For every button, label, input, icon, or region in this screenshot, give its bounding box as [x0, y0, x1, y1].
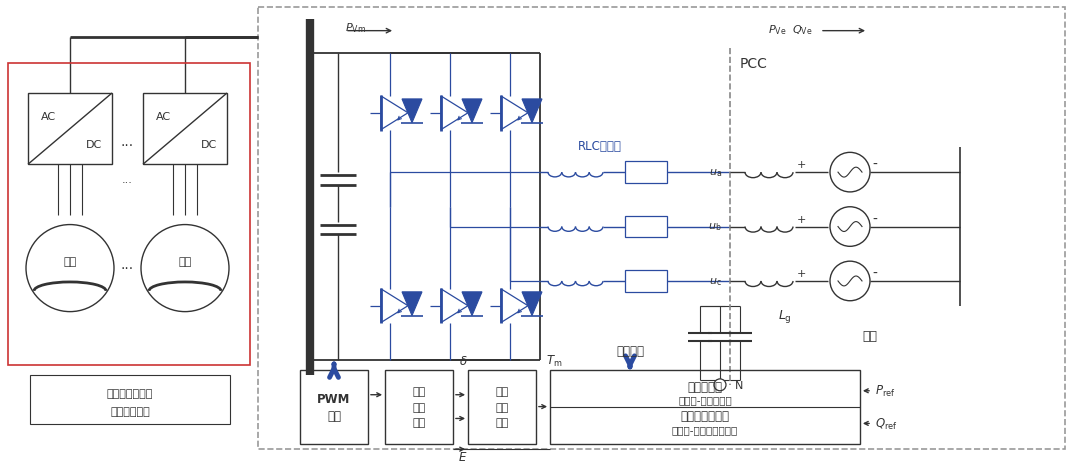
Text: $P_{\mathrm{ref}}$: $P_{\mathrm{ref}}$ [875, 383, 895, 399]
Text: +: + [796, 269, 806, 278]
Bar [384, 370, 453, 444]
Polygon shape [402, 100, 422, 124]
Text: RLC滤波器: RLC滤波器 [578, 140, 622, 153]
Bar [143, 94, 227, 165]
Text: 运动: 运动 [496, 402, 509, 412]
Text: 飞轮储能阵列及: 飞轮储能阵列及 [107, 388, 153, 398]
Text: 方程: 方程 [496, 418, 509, 427]
Text: PWM: PWM [318, 392, 351, 405]
Text: （无功-电压下垂控制）: （无功-电压下垂控制） [672, 425, 738, 434]
Text: DC: DC [201, 140, 217, 150]
Text: 转子: 转子 [496, 386, 509, 396]
Text: 电网: 电网 [863, 329, 877, 342]
Circle shape [714, 379, 726, 391]
Text: 虚拟励磁调节器: 虚拟励磁调节器 [680, 410, 729, 423]
Circle shape [831, 153, 870, 193]
Circle shape [831, 262, 870, 301]
Text: $E$: $E$ [458, 450, 468, 463]
Text: $u_{\mathrm{c}}$: $u_{\mathrm{c}}$ [710, 275, 723, 287]
Bar [625, 216, 667, 238]
Text: 飞轮: 飞轮 [64, 257, 77, 267]
Bar [468, 370, 536, 444]
Bar [258, 8, 1065, 449]
Text: $P_{\mathrm{Vm}}$: $P_{\mathrm{Vm}}$ [345, 21, 366, 35]
Text: ···: ··· [121, 262, 134, 275]
Text: DC: DC [86, 140, 103, 150]
Text: （有功-频率控制）: （有功-频率控制） [678, 395, 732, 405]
Polygon shape [522, 292, 542, 316]
Text: $T_{\mathrm{m}}$: $T_{\mathrm{m}}$ [545, 353, 563, 368]
Text: $\delta$: $\delta$ [459, 354, 468, 367]
Bar [28, 94, 112, 165]
Text: 电气: 电气 [413, 402, 426, 412]
Bar [625, 162, 667, 184]
Bar [30, 375, 230, 425]
Text: ···: ··· [121, 139, 134, 153]
Bar [8, 64, 249, 365]
Text: ···: ··· [122, 178, 133, 188]
Circle shape [831, 207, 870, 247]
Text: 其机侧变换器: 其机侧变换器 [110, 406, 150, 416]
Text: +: + [796, 160, 806, 170]
Circle shape [26, 225, 114, 312]
Text: 功率计算: 功率计算 [616, 344, 644, 357]
Text: AC: AC [156, 112, 171, 121]
Text: PCC: PCC [740, 57, 768, 71]
Bar [300, 370, 368, 444]
Text: N: N [735, 380, 743, 390]
Bar [625, 270, 667, 292]
Text: $L_{\mathrm{g}}$: $L_{\mathrm{g}}$ [778, 307, 792, 325]
Text: 方程: 方程 [413, 418, 426, 427]
Text: $Q_{\mathrm{ref}}$: $Q_{\mathrm{ref}}$ [875, 416, 897, 431]
Text: 定子: 定子 [413, 386, 426, 396]
Text: -: - [873, 158, 877, 172]
Text: $u_{\mathrm{a}}$: $u_{\mathrm{a}}$ [708, 167, 723, 179]
Text: $P_{\mathrm{Ve}}$  $Q_{\mathrm{Ve}}$: $P_{\mathrm{Ve}}$ $Q_{\mathrm{Ve}}$ [768, 23, 812, 37]
Text: -: - [873, 212, 877, 226]
Polygon shape [462, 100, 482, 124]
Polygon shape [522, 100, 542, 124]
Text: +: + [796, 214, 806, 224]
Text: -: - [873, 267, 877, 281]
Text: 虚拟调速器: 虚拟调速器 [688, 380, 723, 393]
Polygon shape [462, 292, 482, 316]
Bar [550, 370, 860, 444]
Circle shape [141, 225, 229, 312]
Polygon shape [402, 292, 422, 316]
Text: AC: AC [40, 112, 55, 121]
Text: 调制: 调制 [327, 409, 341, 422]
Text: 飞轮: 飞轮 [178, 257, 191, 267]
Text: $u_{\mathrm{b}}$: $u_{\mathrm{b}}$ [708, 221, 723, 233]
